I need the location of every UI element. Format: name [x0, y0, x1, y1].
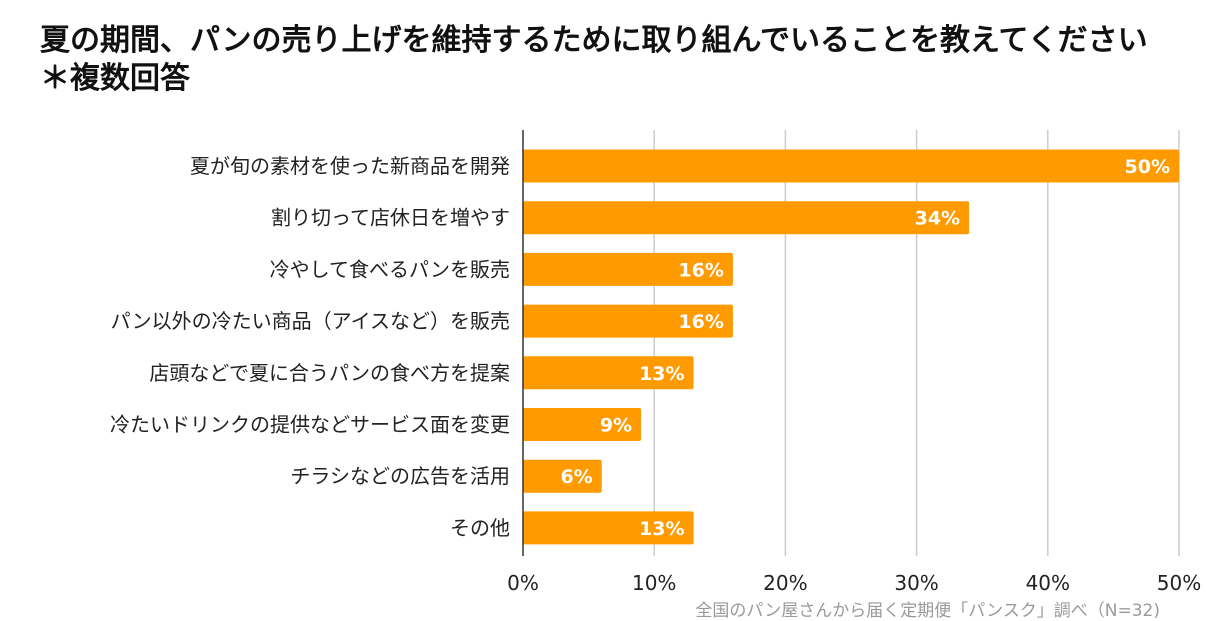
bar — [523, 408, 642, 441]
bar — [523, 356, 694, 390]
bar — [523, 201, 970, 235]
x-tick-label: 0% — [507, 571, 539, 595]
category-label: 店頭などで夏に合うパンの食べ方を提案 — [149, 361, 510, 385]
category-label: チラシなどの広告を活用 — [290, 464, 510, 488]
data-label: 16% — [678, 311, 723, 333]
category-label: 割り切って店休日を増やす — [271, 206, 510, 230]
data-label: 9% — [600, 415, 632, 437]
x-tick-label: 30% — [894, 571, 938, 595]
x-tick-label: 10% — [632, 571, 676, 595]
bar — [523, 459, 602, 493]
data-label: 6% — [560, 466, 592, 488]
bar — [523, 149, 1179, 183]
data-label: 13% — [639, 518, 684, 540]
x-tick-label: 50% — [1157, 571, 1201, 595]
category-label: 冷たいドリンクの提供などサービス面を変更 — [110, 413, 510, 437]
source-note: 全国のパン屋さんから届く定期便「パンスク」調べ（N=32) — [695, 601, 1160, 621]
bars: 50% 34% 16% 16% 13% 9% 6% 13% — [523, 149, 1179, 545]
category-label: 夏が旬の素材を使った新商品を開発 — [190, 154, 510, 178]
bar — [523, 252, 733, 286]
x-tick-labels: 0% 10% 20% 30% 40% 50% — [507, 571, 1201, 595]
data-label: 13% — [639, 363, 684, 385]
bar — [523, 511, 694, 545]
category-label: 冷やして食べるパンを販売 — [270, 257, 510, 281]
category-labels: 夏が旬の素材を使った新商品を開発割り切って店休日を増やす冷やして食べるパンを販売… — [110, 154, 510, 540]
data-label: 16% — [678, 259, 723, 281]
data-label: 34% — [915, 208, 960, 230]
category-label: パン以外の冷たい商品（アイスなど）を販売 — [111, 309, 510, 333]
gridlines — [653, 130, 1180, 556]
bar — [523, 304, 733, 338]
x-tick-label: 20% — [763, 571, 807, 595]
data-label: 50% — [1125, 156, 1170, 178]
x-tick-label: 40% — [1026, 571, 1070, 595]
category-label: その他 — [450, 516, 510, 540]
